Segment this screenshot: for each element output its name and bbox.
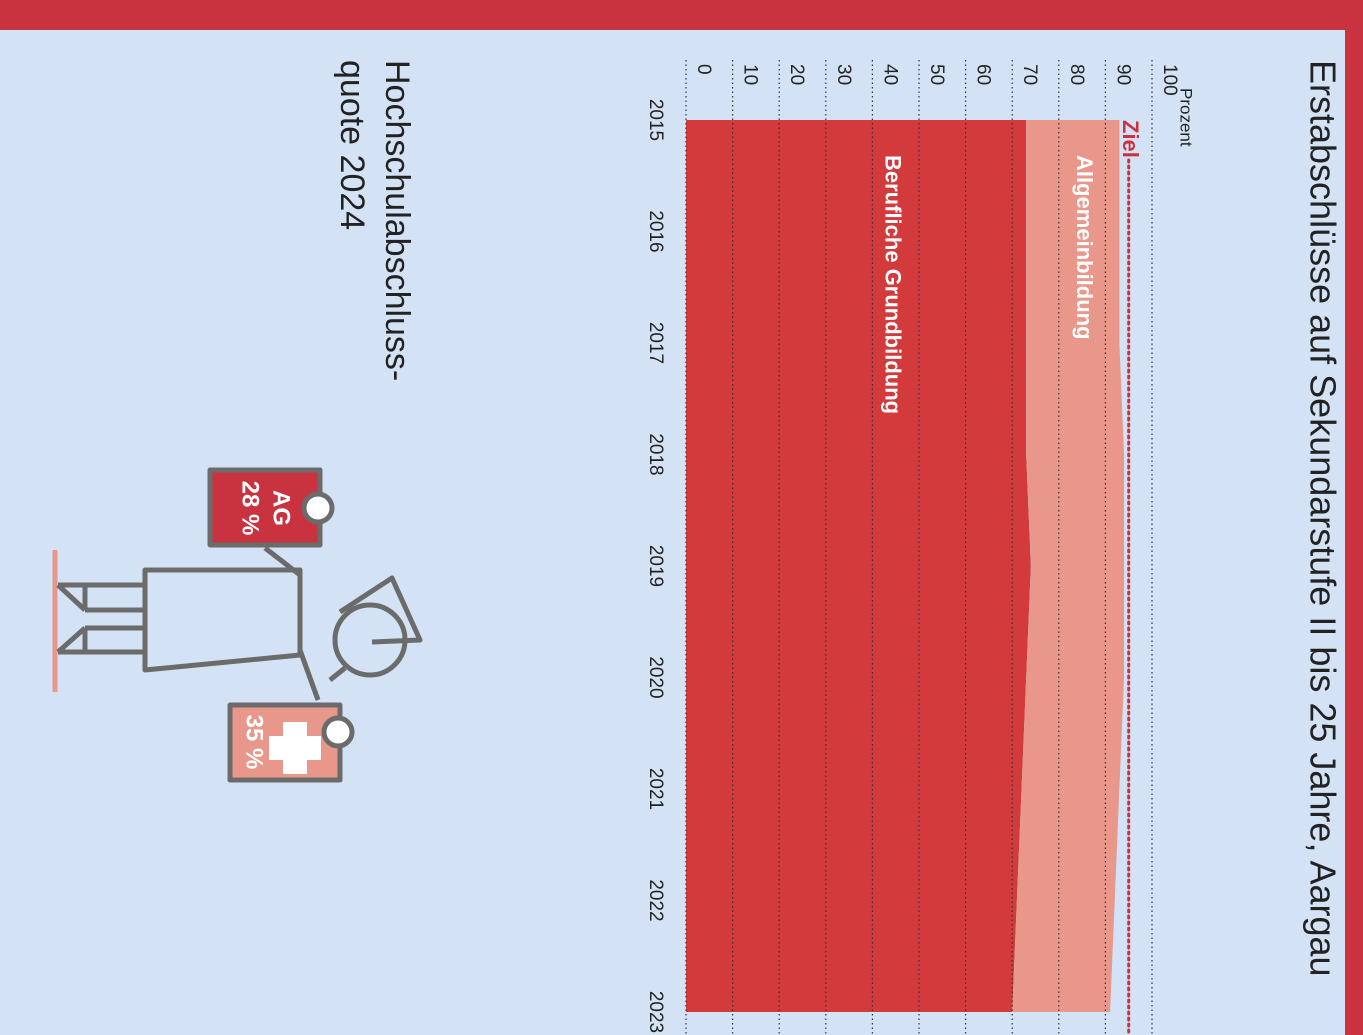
y-tick-label: 80 [1066, 64, 1087, 85]
y-axis-label: Prozent [1177, 88, 1196, 147]
hand [321, 715, 355, 749]
cap [338, 575, 423, 645]
x-tick-label: 2021 [645, 768, 666, 810]
robe [142, 567, 303, 673]
hand [301, 491, 335, 525]
y-tick-label: 30 [833, 64, 854, 85]
target-label: Ziel [1118, 120, 1143, 158]
y-tick-label: 100 [1159, 64, 1180, 96]
series-label: Allgemeinbildung [1072, 155, 1097, 340]
swiss-cross [269, 722, 321, 774]
graduate-figure: AG 28 % 35 % [52, 467, 423, 783]
y-tick-label: 90 [1112, 64, 1133, 85]
legs [56, 582, 145, 655]
panel [0, 30, 1345, 1035]
chart: Erstabschlüsse auf Sekundarstufe II bis … [333, 60, 1343, 1035]
y-tick-label: 60 [973, 64, 994, 85]
x-tick-label: 2022 [645, 879, 666, 921]
area [686, 120, 1031, 1012]
y-tick-label: 10 [740, 64, 761, 85]
sign-value: 28 % [237, 481, 264, 536]
x-tick-label: 2023 [645, 991, 666, 1033]
sign-label: AG [268, 490, 295, 526]
series-label: Berufliche Grundbildung [880, 155, 905, 414]
x-tick-label: 2019 [645, 545, 666, 587]
arms [263, 546, 347, 701]
sign-value: 35 % [241, 715, 268, 770]
info-title: Hochschulabschluss- [378, 60, 416, 381]
y-tick-label: 0 [693, 64, 714, 75]
x-tick-label: 2017 [645, 322, 666, 364]
y-tick-label: 40 [879, 64, 900, 85]
x-tick-label: 2015 [645, 99, 666, 141]
chart-title: Erstabschlüsse auf Sekundarstufe II bis … [1302, 60, 1343, 977]
x-tick-label: 2018 [645, 433, 666, 475]
info-title: quote 2024 [333, 60, 371, 230]
area [1012, 120, 1125, 1012]
x-tick-label: 2020 [645, 656, 666, 698]
y-tick-label: 20 [786, 64, 807, 85]
x-tick-label: 2016 [645, 210, 666, 252]
y-tick-label: 70 [1019, 64, 1040, 85]
y-tick-label: 50 [926, 64, 947, 85]
